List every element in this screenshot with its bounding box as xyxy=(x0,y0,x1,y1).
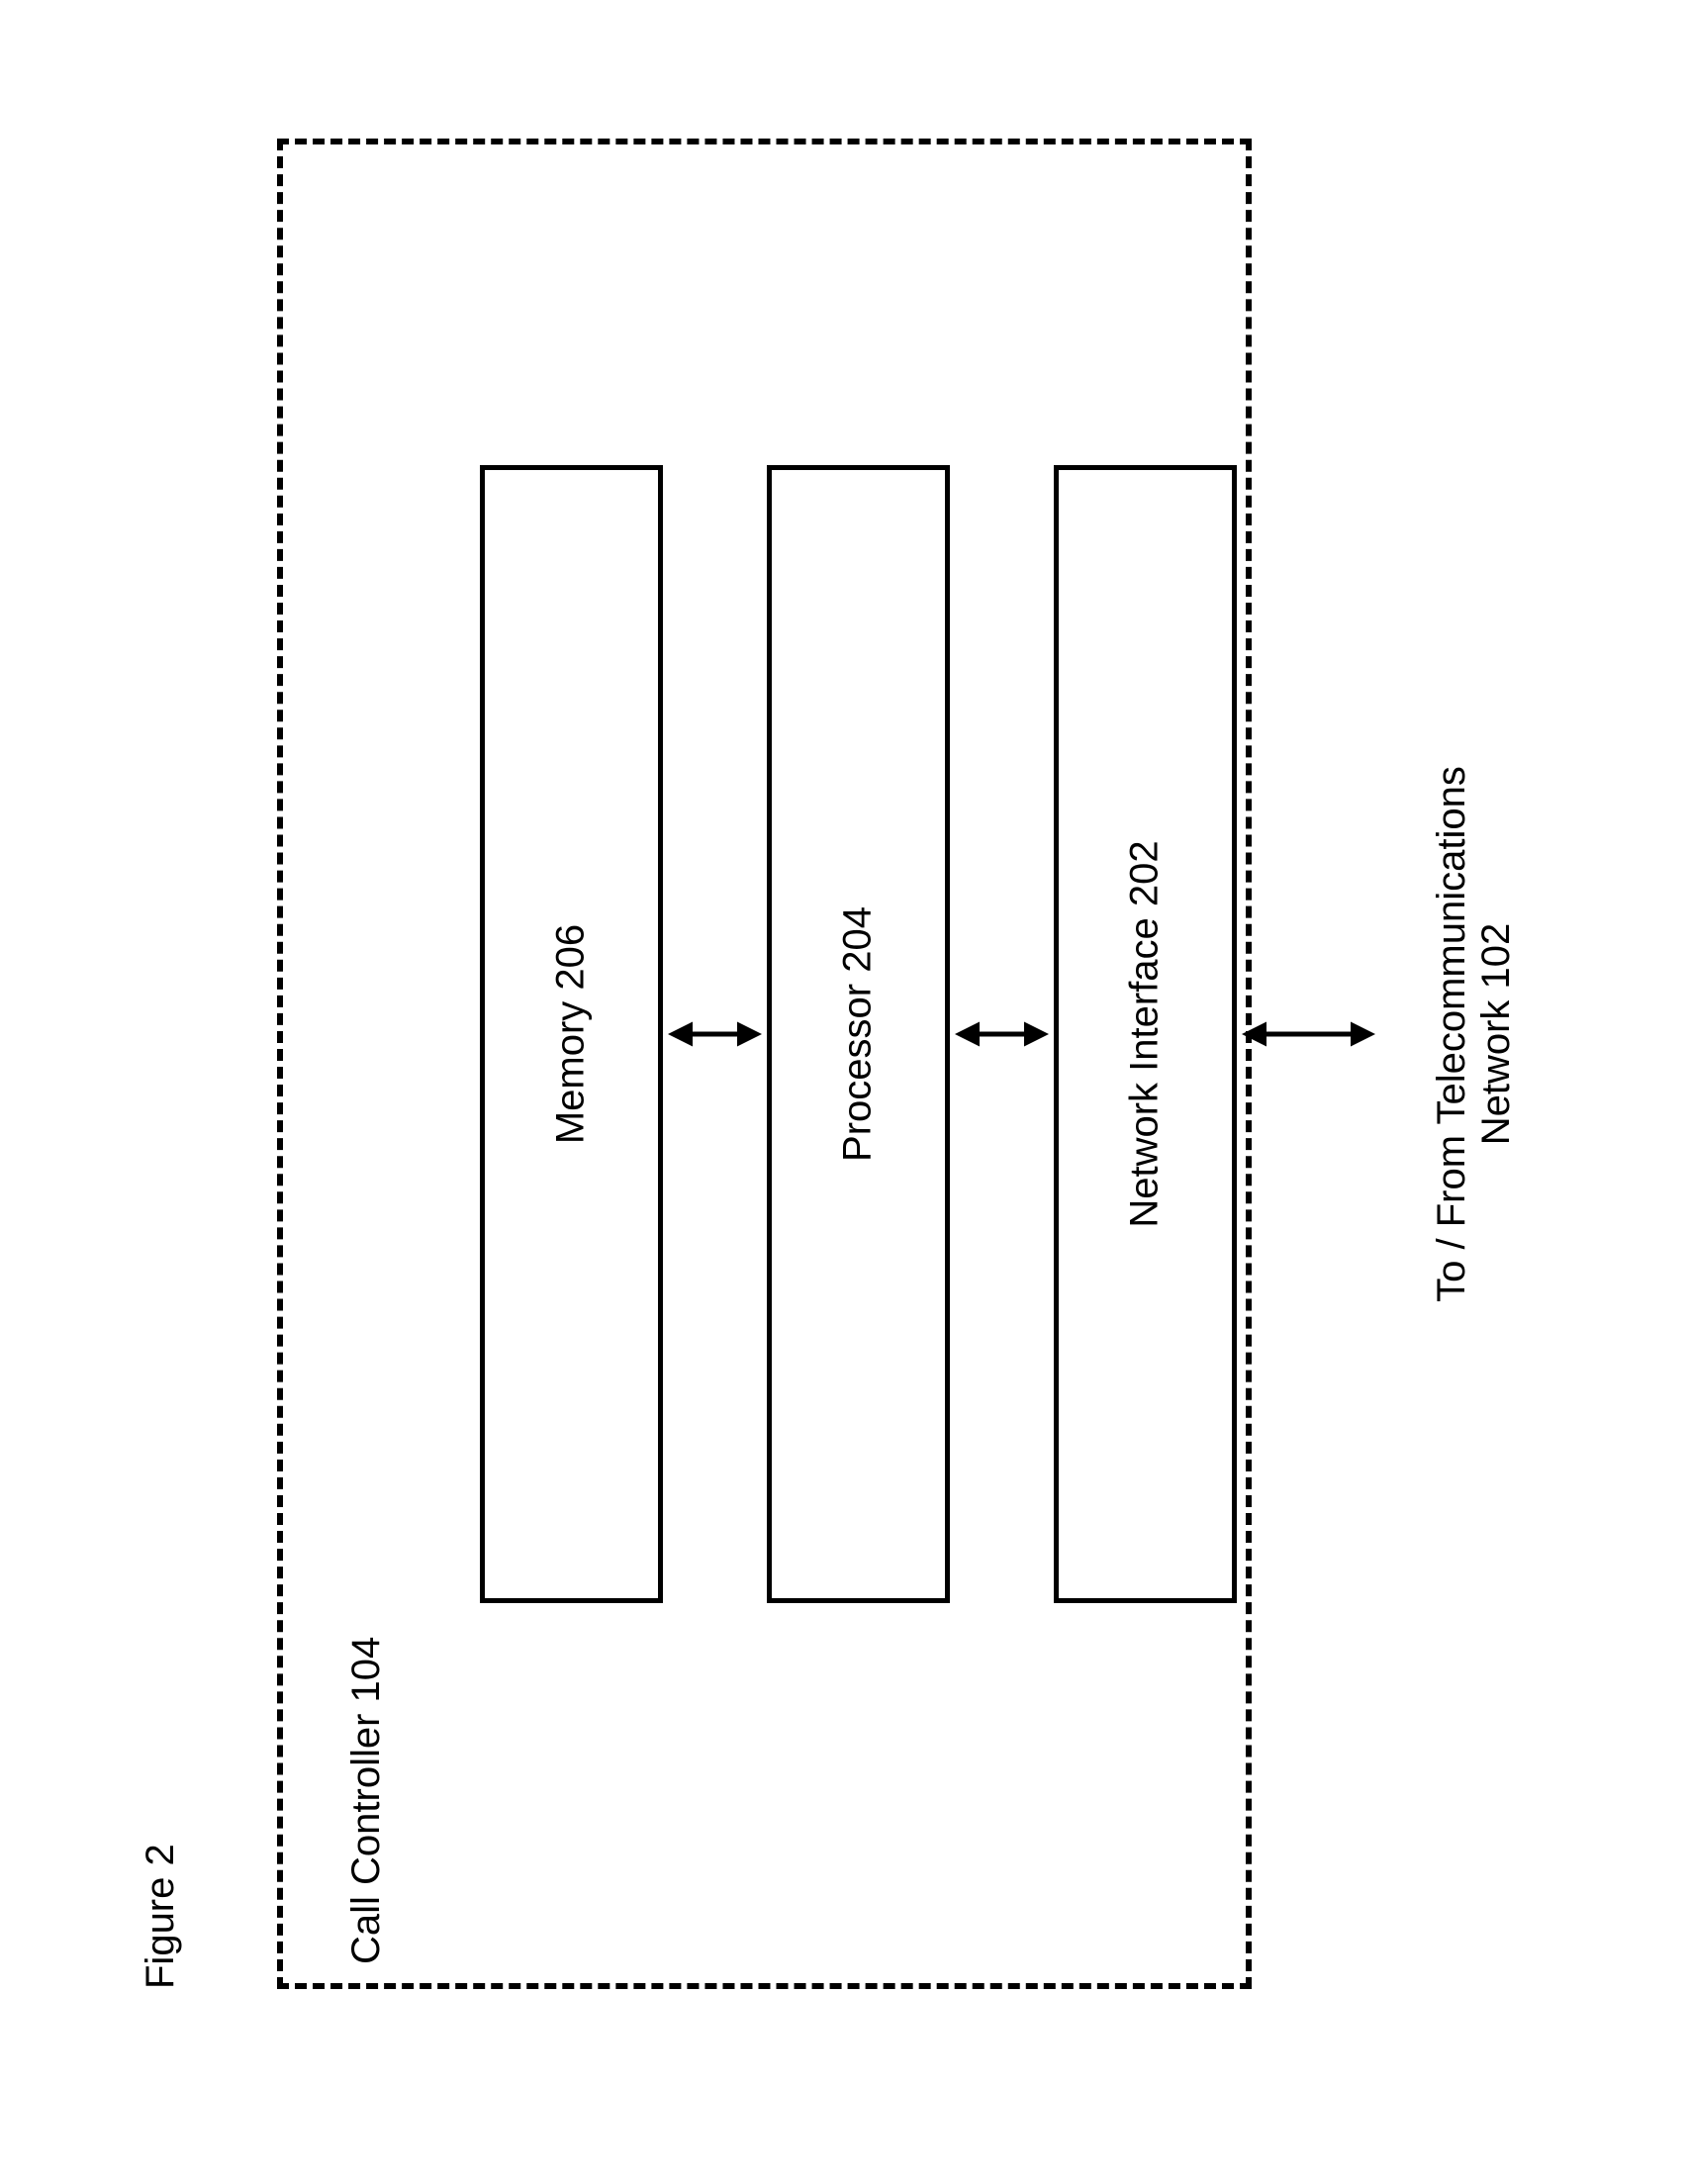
external-label: To / From Telecommunications Network 102 xyxy=(1430,766,1519,1302)
processor-label: Processor 204 xyxy=(836,906,881,1162)
external-label-line2: Network 102 xyxy=(1474,923,1518,1146)
arrow-memory-processor xyxy=(663,1004,767,1064)
network-interface-label: Network Interface 202 xyxy=(1123,840,1168,1227)
container-label: Call Controller 104 xyxy=(344,1637,389,1964)
memory-label: Memory 206 xyxy=(549,924,594,1144)
figure-title: Figure 2 xyxy=(139,1844,183,1989)
external-label-line1: To / From Telecommunications xyxy=(1430,766,1473,1302)
arrow-network-external xyxy=(1237,1004,1380,1064)
arrow-processor-network xyxy=(950,1004,1054,1064)
